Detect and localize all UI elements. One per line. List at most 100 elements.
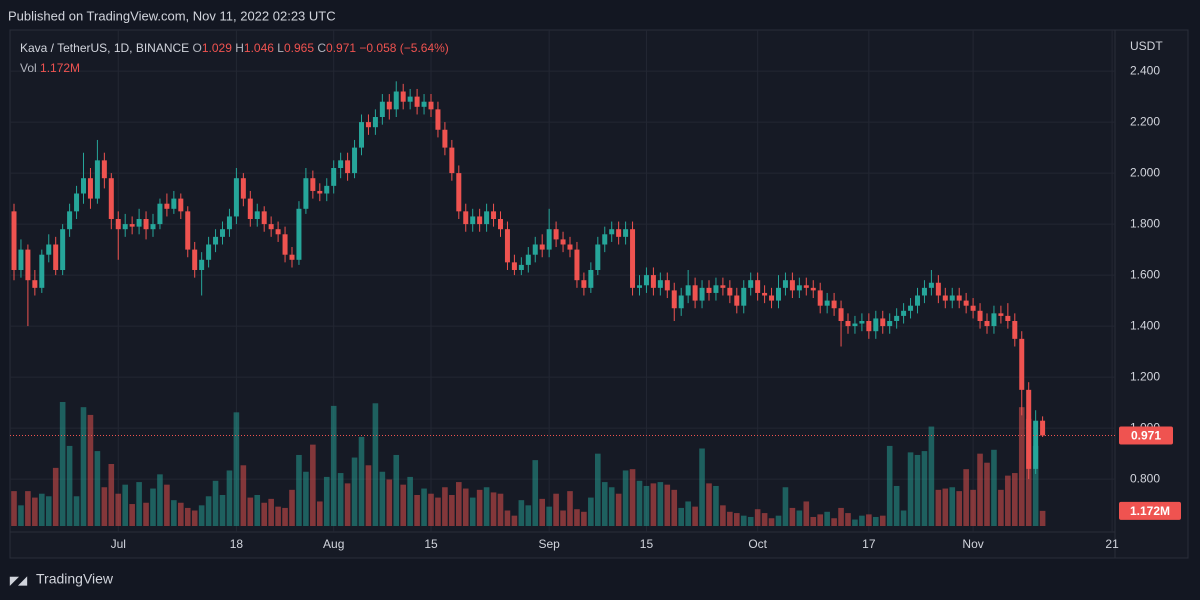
volume-bar [935,489,942,526]
candle-body [94,160,100,199]
candle-body [115,218,121,230]
volume-bar [184,507,191,526]
volume-bar [970,489,976,526]
volume-bar [344,483,351,526]
candle-body [178,198,184,212]
candle-body [560,239,566,245]
candle-body [428,101,434,110]
candle-body [525,254,531,265]
candle-body [407,96,413,102]
volume-bar [622,470,629,526]
candle-body [213,236,219,245]
volume-bar [859,515,865,526]
volume-bar [261,502,267,526]
candle-body [365,122,371,128]
volume-bar [831,518,837,526]
candle-body [470,216,476,225]
candle-body [386,101,392,110]
volume-bar [490,492,497,526]
volume-bar [73,496,80,526]
volume-bar [87,414,94,526]
volume-bar [1012,473,1018,526]
candle-body [831,300,837,309]
volume-bar [94,451,101,526]
volume-bar [483,487,490,526]
volume-bar [25,491,31,526]
candle-body [824,300,830,306]
candle-body [810,287,816,291]
candle-body [421,101,427,107]
volume-bar [504,510,511,526]
y-tick-label: 1.800 [1130,216,1160,230]
volume-bar [761,513,768,526]
high-value: 1.046 [243,41,274,55]
volume-bar [546,506,552,526]
volume-bar [991,449,997,526]
candle-body [74,193,80,212]
candle-body [935,282,941,296]
volume-bar [351,457,358,526]
candle-body [310,178,316,191]
candle-body [296,208,302,260]
x-tick-label: 15 [640,537,654,551]
candle-body [435,109,441,130]
volume-bar [921,451,928,526]
volume-bar [643,485,650,526]
candle-body [838,308,844,321]
candle-body [991,313,997,327]
candle-body [713,285,719,293]
volume-bar [39,493,45,526]
volume-bar [706,483,712,526]
candle-body [254,211,260,219]
candle-body [247,198,253,219]
brand-logo: ◤◢ [9,575,27,587]
volume-bar [977,453,983,526]
volume-bar [956,491,962,526]
candle-body [643,275,649,286]
volume-bar [518,500,525,526]
volume-bar [893,485,900,526]
candle-body [171,198,177,209]
candle-body [1040,420,1046,436]
candle-body [484,211,490,225]
low-key: L [277,41,284,55]
candle-body [81,178,86,194]
candle-body [616,229,622,237]
volume-bar [511,515,518,526]
currency-label: USDT [1130,39,1163,53]
volume-bar [574,509,580,526]
volume-bar [671,489,678,526]
candle-body [755,280,761,293]
volume-bar [476,489,483,526]
candle-body [449,147,455,174]
volume-bar [942,488,949,526]
candle-body [199,259,205,270]
volume-bar [775,515,782,526]
candle-body [928,282,934,288]
volume-bar [608,487,615,526]
volume-bar [330,405,337,526]
candle-body [331,168,337,186]
volume-bar [588,497,594,526]
candle-body [845,320,851,327]
candle-body [706,287,712,293]
candle-body [942,295,948,301]
volume-bar [553,493,559,526]
candle-body [602,234,608,245]
x-tick-label: 17 [862,537,876,551]
candle-body [789,280,795,291]
candle-body [206,244,212,260]
volume-bar [254,495,261,526]
x-tick-label: 18 [230,537,244,551]
candle-body [143,218,149,230]
volume-bar [824,511,830,526]
candle-body [345,160,351,174]
volume-bar [115,493,122,526]
published-note: Published on TradingView.com, Nov 11, 20… [8,8,336,23]
candle-body [261,211,267,225]
volume-bar [740,515,747,526]
volume-bar [817,514,823,526]
volume-bar [796,510,803,526]
volume-bar [1039,510,1046,526]
